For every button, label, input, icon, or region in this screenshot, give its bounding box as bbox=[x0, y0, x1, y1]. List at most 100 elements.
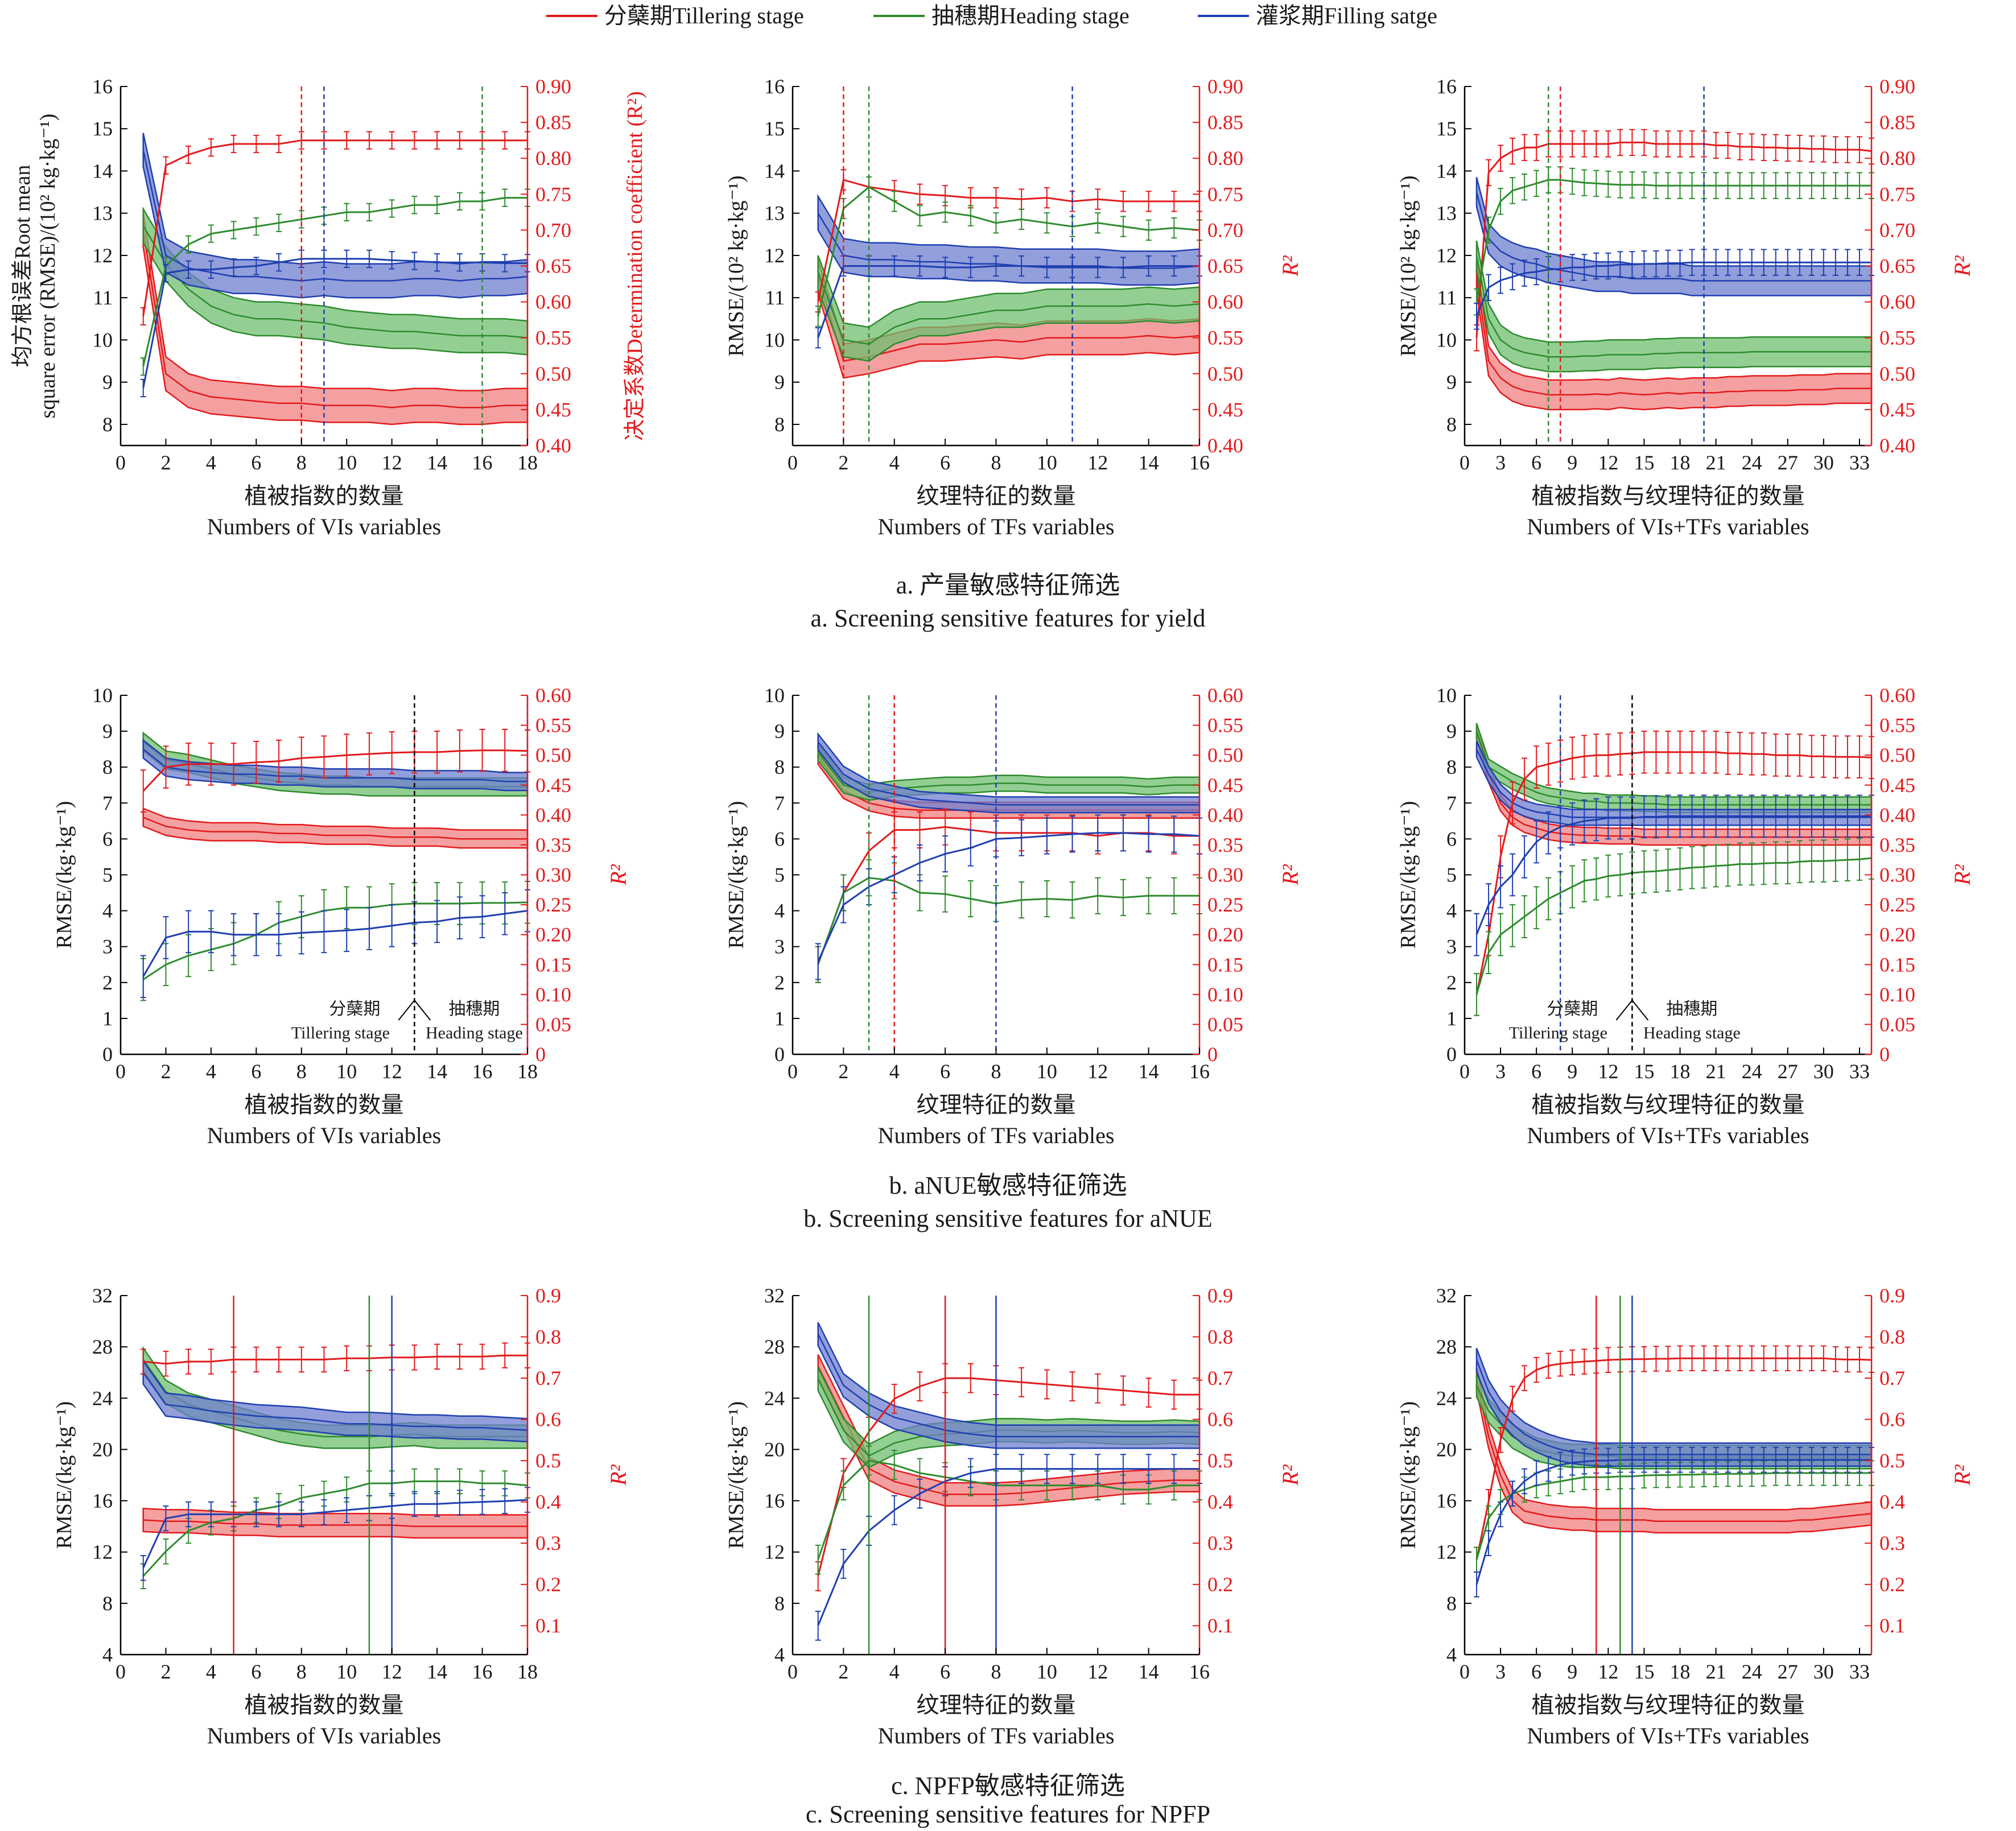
y-right-tick-label: 0.5 bbox=[1207, 1449, 1233, 1472]
y-right-tick-label: 0.45 bbox=[1879, 774, 1915, 797]
rmse-band-filling bbox=[142, 739, 529, 791]
y-right-tick-label: 0.55 bbox=[535, 714, 571, 737]
y-left-tick-label: 15 bbox=[92, 117, 113, 140]
x-tick-label: 0 bbox=[1460, 1660, 1470, 1683]
x-tick-label: 10 bbox=[336, 451, 357, 474]
y-left-tick-label: 0 bbox=[1446, 1043, 1457, 1066]
x-tick-label: 3 bbox=[1495, 1660, 1506, 1683]
caption-c-zh: c. NPFP敏感特征筛选 bbox=[891, 1772, 1125, 1800]
y-axis-label-left: RMSE/(kg·kg⁻¹) bbox=[52, 1401, 76, 1549]
rmse-line-tillering bbox=[143, 816, 527, 840]
y-left-tick-label: 10 bbox=[92, 328, 113, 351]
y-left-tick-label: 8 bbox=[1446, 413, 1457, 436]
chart-b1-svg: 分蘖期 Tillering stage 抽穗期 Heading stage 0 2 4 6 8 1… bbox=[52, 684, 631, 1148]
x-tick-label: 14 bbox=[427, 1660, 447, 1683]
annotation-arrow-left bbox=[398, 1000, 415, 1021]
x-tick-label: 8 bbox=[296, 1660, 307, 1683]
y-right-tick-label: 0.20 bbox=[1207, 923, 1243, 946]
y-left-tick-label: 8 bbox=[102, 756, 113, 778]
x-tick-label: 33 bbox=[1849, 1660, 1870, 1683]
y-left-tick-label: 12 bbox=[92, 244, 113, 267]
y-right-tick-label: 0.70 bbox=[535, 218, 571, 241]
x-tick-label: 14 bbox=[1139, 1060, 1159, 1083]
r2-line-tillering bbox=[143, 1354, 527, 1365]
x-tick-label: 6 bbox=[940, 1660, 950, 1683]
r2-line-heading bbox=[817, 185, 1200, 317]
rmse-line-filling bbox=[817, 741, 1199, 806]
y-right-tick-label: 0.05 bbox=[1879, 1013, 1915, 1036]
x-tick-label: 18 bbox=[1670, 451, 1691, 474]
rmse-band-filling bbox=[1475, 1347, 1873, 1467]
x-tick-label: 0 bbox=[1460, 1060, 1470, 1083]
y-left-tick-label: 2 bbox=[774, 971, 785, 994]
y-right-tick-label: 0.1 bbox=[1879, 1614, 1905, 1637]
rmse-line-tillering bbox=[817, 1366, 1199, 1495]
y-right-tick-label: 0 bbox=[535, 1043, 546, 1066]
y-axis-label-right: R² bbox=[605, 1464, 631, 1486]
x-tick-label: 3 bbox=[1495, 1060, 1506, 1083]
y-left-tick-label: 14 bbox=[92, 159, 113, 182]
y-right-tick-label: 0.35 bbox=[1879, 834, 1915, 856]
y-axis-label-left: RMSE/(kg·kg⁻¹) bbox=[724, 1401, 748, 1549]
y-left-tick-label: 8 bbox=[1446, 756, 1457, 778]
x-axis-label-zh: 植被指数的数量 bbox=[245, 1692, 404, 1718]
chart-c3-svg: 0 3 6 9 12 15 18 21 24 27 30 33 4 8 12 16 20 24 28 32 0.1 0.2… bbox=[1396, 1284, 1975, 1748]
y-left-tick-label: 0 bbox=[774, 1043, 785, 1066]
annotation-left-en: Tillering stage bbox=[1509, 1024, 1607, 1042]
annotation-arrow-right bbox=[1631, 1000, 1649, 1021]
x-tick-label: 30 bbox=[1813, 1060, 1834, 1083]
y-left-tick-label: 14 bbox=[764, 159, 785, 182]
x-tick-label: 12 bbox=[1598, 1060, 1618, 1083]
r2-line-filling bbox=[1475, 815, 1871, 935]
y-right-tick-label: 0.40 bbox=[535, 803, 571, 826]
x-tick-label: 21 bbox=[1706, 1060, 1726, 1083]
y-left-tick-label: 11 bbox=[765, 286, 785, 309]
y-right-tick-label: 0.4 bbox=[535, 1491, 561, 1514]
y-left-tick-label: 7 bbox=[102, 791, 113, 814]
annotation-right-zh: 抽穗期 bbox=[448, 1000, 500, 1018]
y-left-tick-label: 32 bbox=[764, 1284, 785, 1307]
y-right-tick-label: 0.1 bbox=[1207, 1614, 1233, 1637]
x-tick-label: 9 bbox=[1567, 1660, 1577, 1683]
y-right-tick-label: 0.8 bbox=[1207, 1326, 1233, 1348]
r2-line-heading bbox=[142, 901, 528, 980]
y-right-tick-label: 0.75 bbox=[1879, 183, 1915, 205]
y-right-tick-label: 0.70 bbox=[1879, 218, 1915, 241]
x-axis-label-zh: 纹理特征的数量 bbox=[917, 1692, 1076, 1718]
x-tick-label: 0 bbox=[116, 1060, 126, 1083]
x-tick-label: 27 bbox=[1778, 451, 1798, 474]
y-right-tick-label: 0.05 bbox=[535, 1013, 571, 1036]
chart-c1: 0 2 4 6 8 10 12 14 16 18 4 8 12 16 20 24 28 32 0.1 0.2 0.3 0.… bbox=[0, 1243, 672, 1784]
chart-a3-svg: 0 3 6 9 12 15 18 21 24 27 30 33 8 9 10 11 12 13 14 15 16 0.40… bbox=[1396, 75, 1975, 539]
x-tick-label: 14 bbox=[427, 1060, 447, 1083]
y-left-tick-label: 8 bbox=[1446, 1592, 1457, 1615]
y-left-tick-label: 7 bbox=[774, 791, 785, 814]
x-tick-label: 16 bbox=[1189, 1660, 1210, 1683]
y-right-tick-label: 0.40 bbox=[1879, 434, 1915, 457]
legend-svg: 分蘖期Tillering stage 抽穗期Heading stage 灌浆期F… bbox=[546, 3, 1437, 28]
caption-a-en: a. Screening sensitive features for yiel… bbox=[810, 604, 1206, 632]
x-tick-label: 0 bbox=[788, 1060, 798, 1083]
y-left-tick-label: 20 bbox=[1436, 1438, 1457, 1461]
x-tick-label: 2 bbox=[160, 451, 171, 474]
x-tick-label: 6 bbox=[251, 451, 261, 474]
y-right-tick-label: 0.10 bbox=[1879, 983, 1915, 1006]
y-left-tick-label: 2 bbox=[102, 971, 113, 994]
y-right-tick-label: 0.65 bbox=[1879, 255, 1915, 278]
legend-label-filling: 灌浆期Filling satge bbox=[1256, 3, 1437, 28]
y-left-tick-label: 32 bbox=[1436, 1284, 1457, 1307]
x-axis-label-en: Numbers of VIs variables bbox=[207, 1123, 441, 1148]
y-right-tick-label: 0 bbox=[1207, 1043, 1218, 1066]
y-right-tick-label: 0.7 bbox=[1207, 1367, 1233, 1389]
y-right-tick-label: 0.05 bbox=[1207, 1013, 1243, 1036]
y-right-tick-label: 0.4 bbox=[1879, 1491, 1905, 1514]
x-tick-label: 27 bbox=[1778, 1660, 1798, 1683]
rmse-band-tillering bbox=[142, 807, 529, 849]
y-left-tick-label: 32 bbox=[92, 1284, 113, 1307]
y-right-tick-label: 0.6 bbox=[535, 1408, 561, 1431]
y-left-tick-label: 4 bbox=[1446, 900, 1457, 922]
y-right-tick-label: 0.8 bbox=[1879, 1326, 1905, 1348]
rmse-band-filling bbox=[1475, 177, 1873, 296]
y-right-tick-label: 0.60 bbox=[1879, 291, 1915, 314]
